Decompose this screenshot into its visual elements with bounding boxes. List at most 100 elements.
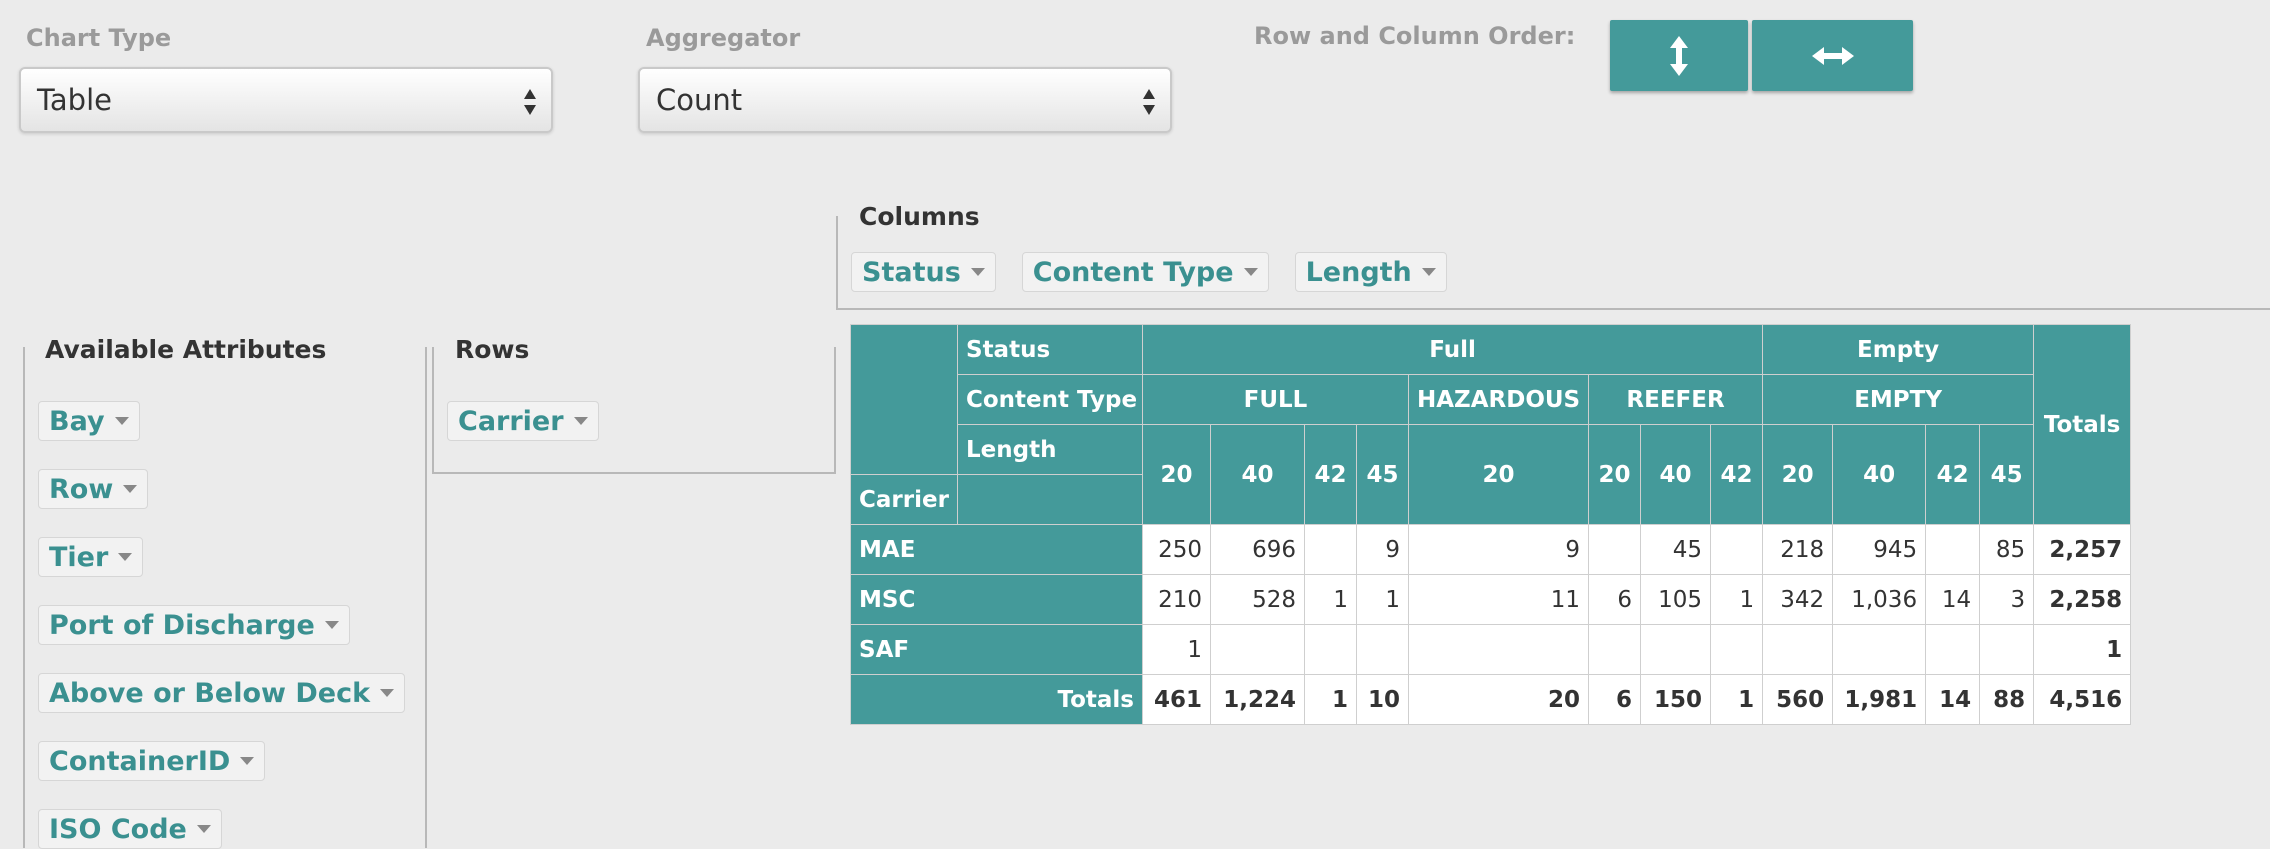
length-header: 45 [1979,424,2035,525]
row-label: MSC [850,574,1143,625]
dimension-label: Carrier [850,474,958,525]
value-cell: 6 [1588,574,1641,625]
empty-cell [1304,624,1357,675]
column-total: 560 [1762,674,1834,725]
columns-area-border [836,308,2270,310]
field-chip[interactable]: Length [1294,252,1447,292]
value-cell: 528 [1210,574,1305,625]
pivot-table: Status Full Empty Totals Content Type FULL HAZ… [850,324,2132,725]
empty-cell [1304,524,1357,575]
dropdown-caret [380,689,395,697]
field-name: Length [1305,256,1412,288]
rows-area-border [425,347,427,848]
value-cell: 85 [1979,524,2035,575]
value-cell: 9 [1408,524,1589,575]
dimension-label: Content Type [957,374,1143,425]
length-header: 40 [1832,424,1927,525]
row-total: 1 [2033,624,2132,675]
field-name: ContainerID [49,745,231,777]
column-total: 1 [1709,674,1764,725]
dropdown-caret [123,485,138,493]
column-total: 1,224 [1210,674,1305,725]
value-cell: 696 [1210,524,1305,575]
order-label: Row and Column Order: [1254,22,1576,50]
value-cell: 3 [1979,574,2035,625]
field-name: ISO Code [49,813,187,845]
status-header: Full [1141,324,1764,375]
length-header: 20 [1762,424,1834,525]
value-cell: 250 [1142,524,1211,575]
column-total: 150 [1640,674,1711,725]
empty-cell [1832,624,1927,675]
field-chip[interactable]: Content Type [1021,252,1269,292]
column-total: 20 [1408,674,1589,725]
row-total: 2,257 [2033,524,2132,575]
rows-area-border [834,347,836,474]
length-header: 20 [1588,424,1641,525]
totals-row: Totals 461 1,224 1 10 20 6 150 1 560 1,981 14 88 4,51… [850,674,2132,725]
field-name: Carrier [458,405,564,437]
field-chip[interactable]: Tier [38,537,144,577]
dropdown-caret [240,757,255,765]
empty-cell [1979,624,2035,675]
column-total: 10 [1356,674,1409,725]
dropdown-caret [970,268,985,276]
row-total: 2,258 [2033,574,2132,625]
length-header: 40 [1640,424,1711,525]
select-arrows [524,89,536,115]
field-chip[interactable]: Above or Below Deck [38,673,406,713]
length-header: 42 [1709,424,1764,525]
field-name: Content Type [1032,256,1234,288]
field-chip[interactable]: Bay [38,401,140,441]
empty-cell [1640,624,1711,675]
content-type-header: EMPTY [1762,374,2035,425]
field-chip[interactable]: Port of Discharge [38,605,350,645]
grand-total: 4,516 [2033,674,2132,725]
field-name: Bay [49,405,105,437]
field-chip[interactable]: Status [851,252,996,292]
field-chip[interactable]: ContainerID [38,741,266,781]
value-cell: 1 [1304,574,1357,625]
columns-title: Columns [859,202,980,231]
header-row: Content Type FULL HAZARDOUS REEFER EMPTY [851,374,2131,425]
totals-label: Totals [850,674,1143,725]
field-chip[interactable]: Carrier [447,401,599,441]
attributes-fields: Bay Row Tier Port of Discharge Above or Belo… [38,401,406,849]
column-order-button[interactable] [1752,20,1913,91]
field-name: Status [862,256,961,288]
empty-cell [1709,624,1764,675]
chart-type-select[interactable]: Table [19,67,553,133]
dimension-label: Length [957,424,1143,475]
empty-cell [1925,524,1981,575]
data-row: MAE 250 696 9 9 45 218 945 85 2,257 [850,524,2132,575]
chart-type-label: Chart Type [26,24,172,52]
value-cell: 1 [1356,574,1409,625]
status-header: Empty [1762,324,2035,375]
columns-fields: Status Content Type Length [851,252,1447,292]
dropdown-caret [1243,268,1258,276]
data-row: SAF 1 1 [850,624,2132,675]
rows-area-border [432,347,434,474]
value-cell: 11 [1408,574,1589,625]
value-cell: 1 [1142,624,1211,675]
dropdown-caret [324,621,339,629]
header-row: Status Full Empty Totals [850,324,2132,525]
value-cell: 342 [1762,574,1834,625]
field-chip[interactable]: ISO Code [38,809,222,849]
empty-cell [1588,624,1641,675]
select-value: Table [37,83,112,117]
corner-cell [850,324,958,475]
content-type-header: FULL [1142,374,1409,425]
row-order-button[interactable] [1610,20,1748,91]
column-total: 1,981 [1832,674,1927,725]
column-total: 6 [1588,674,1641,725]
field-chip[interactable]: Row [38,469,149,509]
column-total: 14 [1925,674,1981,725]
aggregator-select[interactable]: Count [638,67,1172,133]
length-header: 20 [1142,424,1211,525]
value-cell: 945 [1832,524,1927,575]
empty-cell [1588,524,1641,575]
content-type-header: HAZARDOUS [1408,374,1589,425]
aggregator-label: Aggregator [646,24,801,52]
